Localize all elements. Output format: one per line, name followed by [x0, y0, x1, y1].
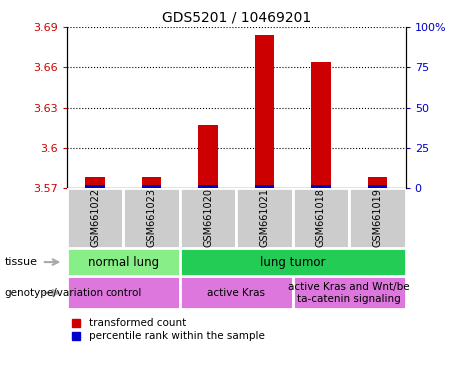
- Bar: [198, 185, 218, 188]
- Text: GSM661023: GSM661023: [147, 189, 157, 247]
- Bar: [180, 276, 293, 309]
- Bar: [85, 185, 105, 188]
- Bar: [254, 35, 274, 188]
- Text: GSM661021: GSM661021: [260, 189, 270, 247]
- Text: active Kras: active Kras: [207, 288, 265, 298]
- Text: genotype/variation: genotype/variation: [5, 288, 104, 298]
- Bar: [85, 177, 105, 188]
- Title: GDS5201 / 10469201: GDS5201 / 10469201: [162, 10, 311, 24]
- Bar: [367, 185, 387, 188]
- Bar: [180, 188, 236, 248]
- Text: normal lung: normal lung: [88, 256, 159, 268]
- Bar: [311, 62, 331, 188]
- Legend: transformed count, percentile rank within the sample: transformed count, percentile rank withi…: [72, 318, 265, 341]
- Bar: [254, 185, 274, 188]
- Bar: [349, 188, 406, 248]
- Text: GSM661018: GSM661018: [316, 189, 326, 247]
- Text: control: control: [105, 288, 142, 298]
- Bar: [67, 276, 180, 309]
- Bar: [293, 188, 349, 248]
- Bar: [367, 177, 387, 188]
- Bar: [293, 276, 406, 309]
- Text: GSM661020: GSM661020: [203, 189, 213, 247]
- Bar: [142, 177, 161, 188]
- Bar: [67, 248, 180, 276]
- Bar: [123, 188, 180, 248]
- Text: tissue: tissue: [5, 257, 38, 267]
- Bar: [180, 248, 406, 276]
- Text: GSM661022: GSM661022: [90, 189, 100, 247]
- Text: GSM661019: GSM661019: [372, 189, 383, 247]
- Text: active Kras and Wnt/be
ta-catenin signaling: active Kras and Wnt/be ta-catenin signal…: [289, 282, 410, 304]
- Text: lung tumor: lung tumor: [260, 256, 325, 268]
- Bar: [198, 125, 218, 188]
- Bar: [311, 185, 331, 188]
- Bar: [67, 188, 123, 248]
- Bar: [142, 185, 161, 188]
- Bar: [236, 188, 293, 248]
